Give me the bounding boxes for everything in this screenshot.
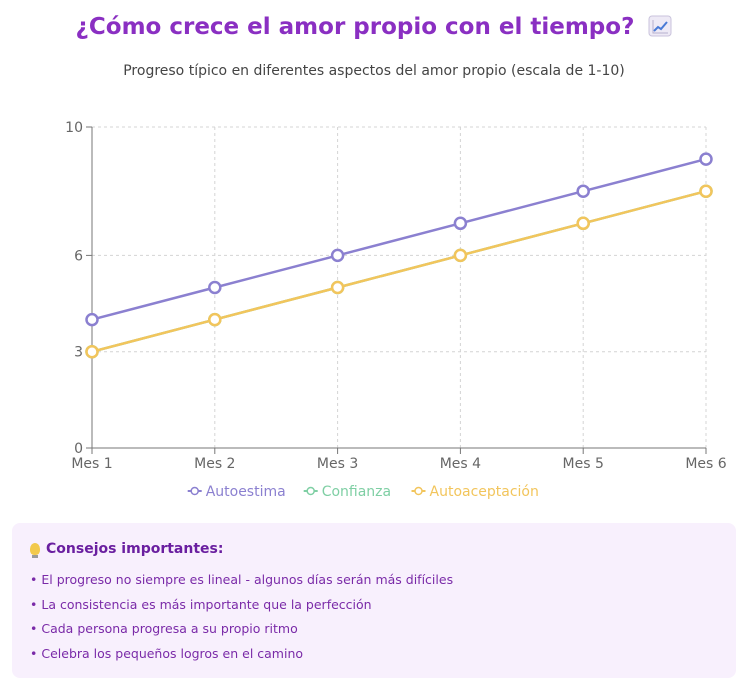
tips-list: El progreso no siempre es lineal - algun… <box>30 568 736 666</box>
data-point-autoaceptacion <box>208 312 222 327</box>
tip-item: Cada persona progresa a su propio ritmo <box>30 617 736 642</box>
legend-marker-autoestima <box>190 486 199 496</box>
chart-title-text: ¿Cómo crece el amor propio con el tiempo… <box>75 14 635 40</box>
data-point-autoaceptacion <box>85 344 99 359</box>
tips-panel: Consejos importantes: El progreso no sie… <box>12 523 736 678</box>
y-tick-label: 10 <box>65 120 83 136</box>
data-point-autoaceptacion <box>330 280 345 295</box>
legend-marker-autoaceptacion <box>414 486 423 496</box>
x-tick-label: Mes 3 <box>317 456 358 472</box>
data-point-autoestima <box>208 280 222 295</box>
tip-item: El progreso no siempre es lineal - algun… <box>30 568 736 593</box>
x-tick-label: Mes 4 <box>440 456 481 472</box>
data-point-autoaceptacion <box>576 216 590 231</box>
series-line-autoestima <box>91 157 707 321</box>
y-tick-label: 0 <box>74 441 83 457</box>
chart-subtitle: Progreso típico en diferentes aspectos d… <box>123 63 625 79</box>
data-point-autoestima <box>330 248 345 263</box>
x-tick-label: Mes 6 <box>685 456 726 472</box>
tip-item: La consistencia es más importante que la… <box>30 593 736 618</box>
legend-label-confianza: Confianza <box>322 484 391 500</box>
lightbulb-icon <box>30 543 40 558</box>
line-chart: 0 3 6 10 Mes 1 Mes 2 Mes 3 Mes 4 Mes 5 Mes 6 Autoe… <box>65 120 727 500</box>
data-point-autoaceptacion <box>453 248 468 263</box>
x-tick-label: Mes 5 <box>563 456 604 472</box>
tips-heading: Consejos importantes: <box>30 541 736 558</box>
legend-marker-confianza <box>306 486 315 496</box>
chart-title: ¿Cómo crece el amor propio con el tiempo… <box>0 14 748 40</box>
data-point-autoestima <box>453 216 468 231</box>
tip-item: Celebra los pequeños logros en el camino <box>30 642 736 667</box>
data-point-autoaceptacion <box>699 184 713 198</box>
chart-increasing-icon <box>648 15 672 37</box>
data-point-autoestima <box>576 184 590 198</box>
tips-title: Consejos importantes: <box>46 541 224 557</box>
legend-label-autoaceptacion: Autoaceptación <box>430 484 539 500</box>
data-point-autoestima <box>85 312 99 327</box>
x-tick-label: Mes 2 <box>194 456 235 472</box>
data-point-autoestima <box>699 152 713 166</box>
y-tick-label: 6 <box>74 248 83 264</box>
legend-label-autoestima: Autoestima <box>206 484 286 500</box>
series-line-autoaceptacion <box>91 189 707 353</box>
y-tick-label: 3 <box>74 345 83 361</box>
x-tick-label: Mes 1 <box>71 456 112 472</box>
